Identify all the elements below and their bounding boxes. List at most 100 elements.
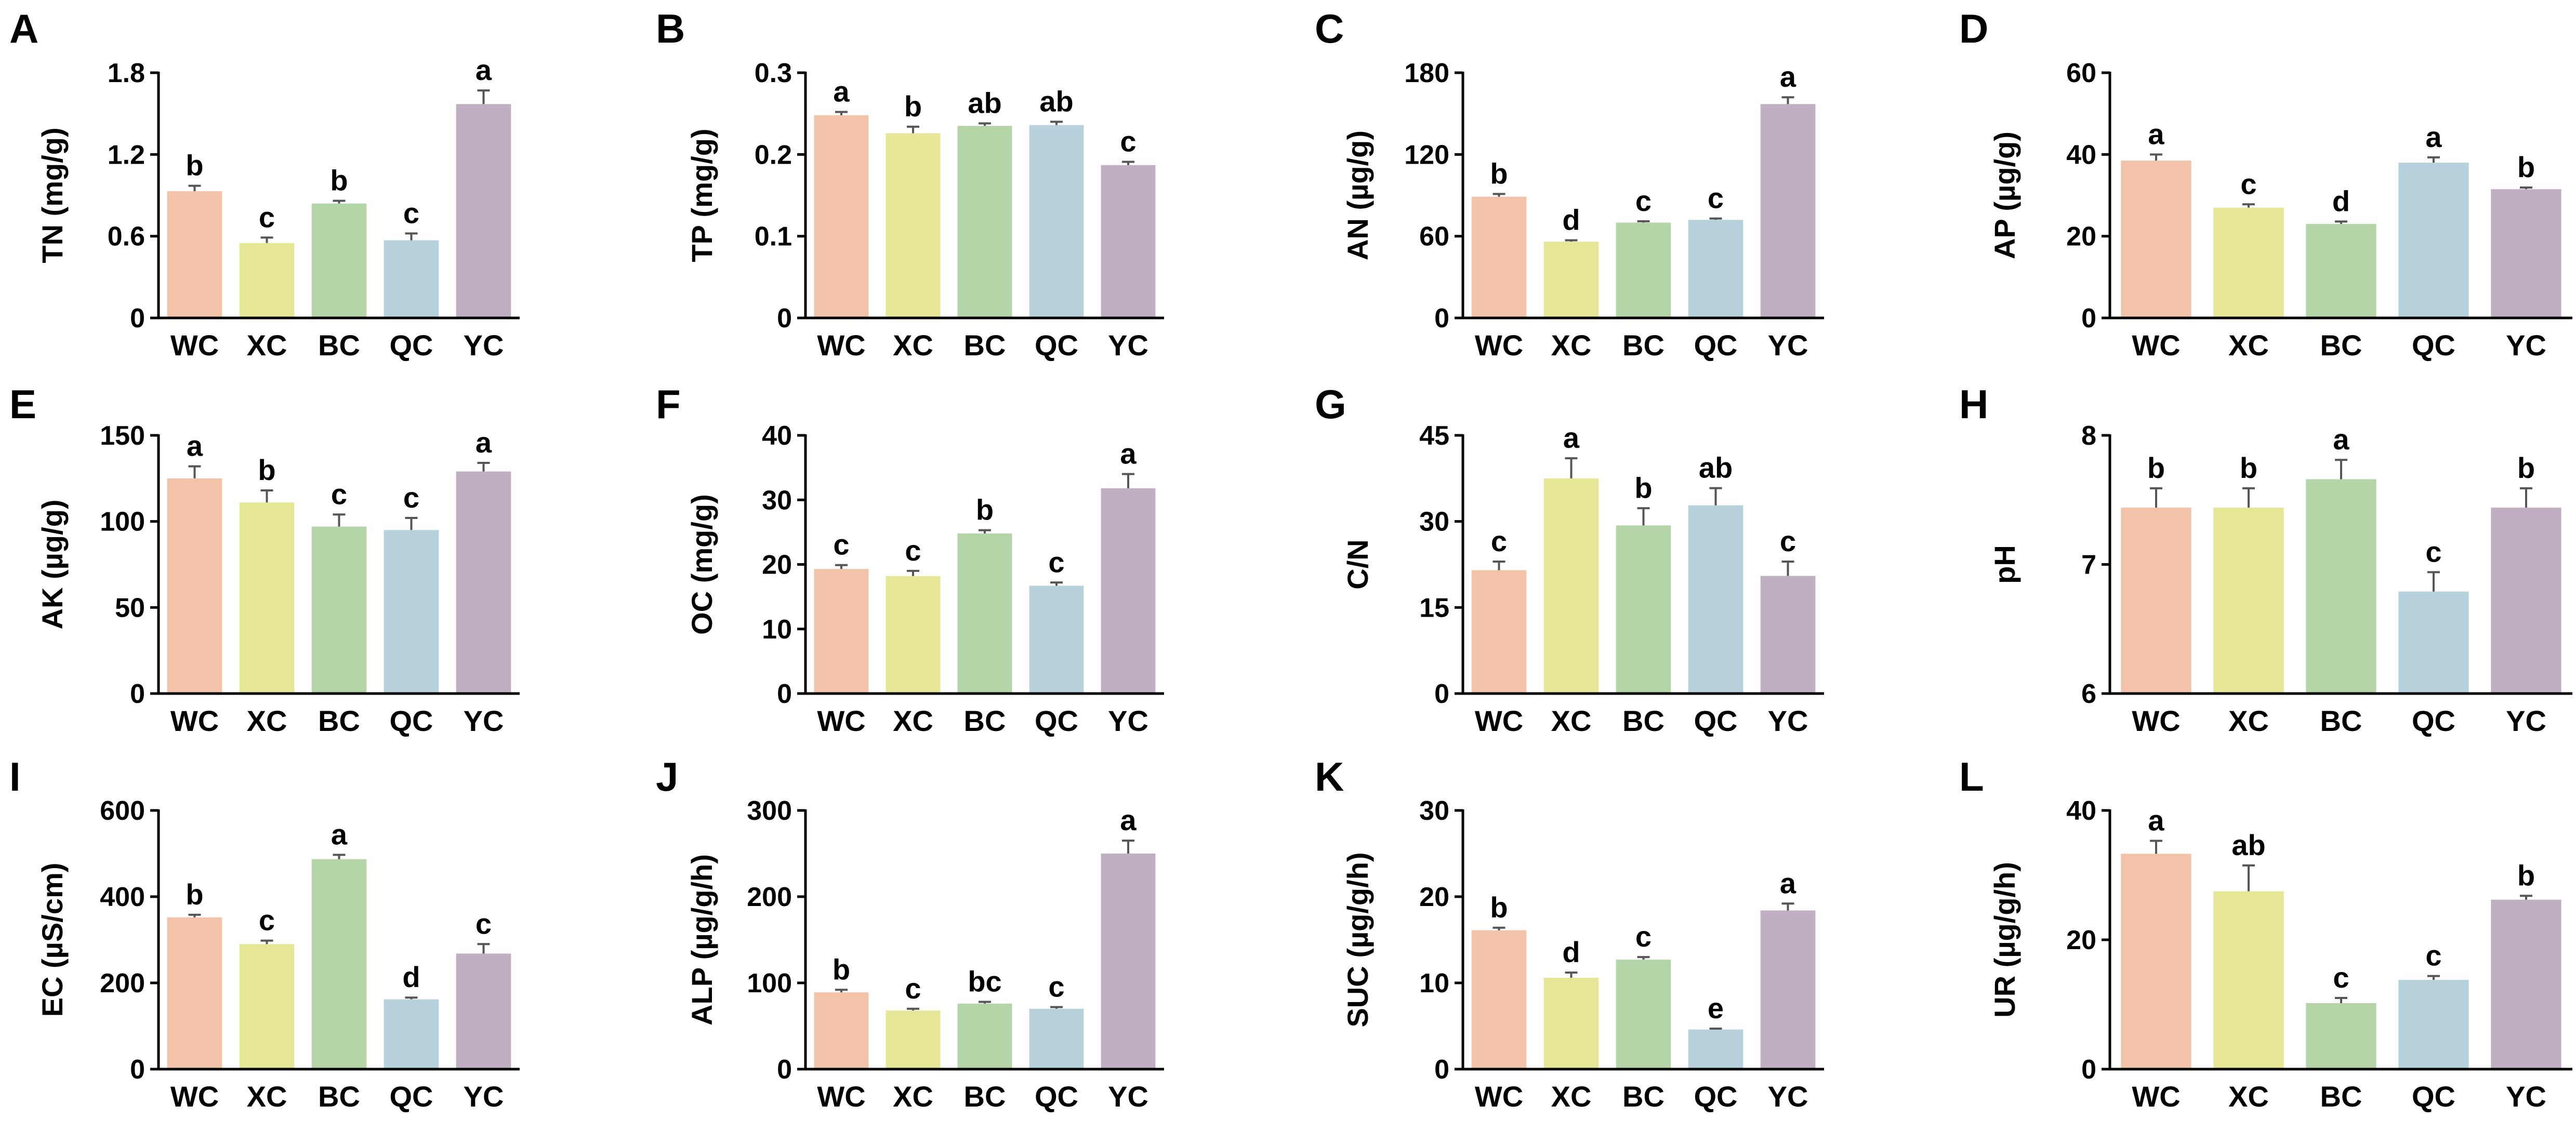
y-tick-label: 0 xyxy=(130,303,145,334)
x-tick-label: WC xyxy=(170,329,219,362)
y-tick-label: 40 xyxy=(2066,796,2096,826)
significance-letter: b xyxy=(2517,151,2535,183)
significance-letter: b xyxy=(2517,859,2535,891)
bar-XC xyxy=(2213,891,2284,1069)
bar-QC xyxy=(2398,980,2469,1069)
x-tick-label: XC xyxy=(1551,1080,1592,1113)
error-bar xyxy=(835,564,848,569)
error-bar xyxy=(1050,121,1063,125)
x-tick-label: WC xyxy=(2132,329,2180,362)
y-tick-label: 7 xyxy=(2081,550,2096,580)
error-bar xyxy=(188,913,201,917)
x-tick-label: WC xyxy=(170,704,219,737)
error-bar xyxy=(188,184,201,192)
y-tick-label: 0 xyxy=(777,1055,792,1085)
y-tick-label: 60 xyxy=(2066,58,2096,88)
significance-letter: b xyxy=(186,149,203,182)
bar-YC xyxy=(2491,508,2561,694)
error-bar xyxy=(477,89,490,104)
bar-BC xyxy=(957,533,1012,694)
significance-letter: a xyxy=(1780,60,1796,93)
x-tick-label: QC xyxy=(1035,704,1078,737)
significance-letter: c xyxy=(1708,182,1724,215)
significance-letter: c xyxy=(2333,961,2349,994)
y-axis-title: OC (mg/g) xyxy=(685,494,718,635)
significance-letter: c xyxy=(1120,125,1136,157)
panel-L: L UR (µg/g/h) 0 20 40 a WC ab XC c BC c QC b YC xyxy=(1959,754,2572,1113)
y-tick-label: 100 xyxy=(100,507,145,537)
panel-J: J ALP (µg/g/h) 0 100 200 300 b WC c XC bc BC c QC a YC xyxy=(656,754,1164,1113)
x-tick-label: XC xyxy=(1551,704,1592,737)
bar-QC xyxy=(384,240,439,318)
y-tick-label: 0 xyxy=(1434,1055,1449,1085)
error-bar xyxy=(260,489,273,503)
bar-XC xyxy=(239,502,295,694)
significance-letter: a xyxy=(1563,421,1580,454)
error-bar xyxy=(1492,193,1505,197)
significance-letter: c xyxy=(2240,167,2256,200)
x-tick-label: XC xyxy=(1551,329,1592,362)
bar-YC xyxy=(1760,104,1816,318)
panel-letter: I xyxy=(9,754,21,800)
bar-QC xyxy=(384,530,439,694)
y-axis-title: TP (mg/g) xyxy=(685,128,718,262)
bar-XC xyxy=(2213,508,2284,694)
y-tick-label: 0 xyxy=(130,679,145,709)
significance-letter: b xyxy=(1490,157,1508,190)
x-tick-label: WC xyxy=(2132,1080,2180,1113)
significance-letter: a xyxy=(1120,804,1137,836)
error-bar xyxy=(1637,956,1650,960)
error-bar xyxy=(2520,487,2532,508)
x-tick-label: YC xyxy=(1768,704,1808,737)
bar-YC xyxy=(2491,189,2561,318)
x-tick-label: BC xyxy=(318,329,360,362)
error-bar xyxy=(1050,581,1063,586)
y-tick-label: 20 xyxy=(762,550,792,580)
panel-letter: C xyxy=(1315,6,1344,51)
significance-letter: a xyxy=(331,818,348,850)
significance-letter: b xyxy=(2517,451,2535,484)
significance-letter: c xyxy=(1780,525,1796,557)
significance-letter: b xyxy=(1634,471,1652,504)
significance-letter: bc xyxy=(968,965,1001,998)
error-bar xyxy=(2427,156,2440,163)
y-tick-label: 0 xyxy=(2081,303,2096,334)
x-tick-label: XC xyxy=(893,329,933,362)
panel-letter: B xyxy=(656,6,685,51)
y-tick-label: 60 xyxy=(1419,222,1449,252)
significance-letter: c xyxy=(403,196,419,229)
bar-YC xyxy=(2491,899,2561,1069)
y-tick-label: 0.6 xyxy=(108,222,145,252)
bar-WC xyxy=(167,917,222,1069)
significance-letter: c xyxy=(1491,525,1507,557)
y-tick-label: 20 xyxy=(2066,925,2096,955)
significance-letter: c xyxy=(1048,545,1064,578)
significance-letter: b xyxy=(1490,891,1508,924)
y-tick-label: 180 xyxy=(1404,58,1449,88)
bar-XC xyxy=(239,243,295,318)
y-tick-label: 0.2 xyxy=(755,140,792,170)
error-bar xyxy=(1122,473,1134,488)
x-tick-label: YC xyxy=(464,1080,504,1113)
significance-letter: b xyxy=(258,454,275,486)
y-tick-label: 8 xyxy=(2081,421,2096,451)
y-axis-title: SUC (µg/g/h) xyxy=(1341,852,1374,1027)
x-tick-label: WC xyxy=(817,329,865,362)
bar-XC xyxy=(886,1010,941,1069)
error-bar xyxy=(1781,902,1794,911)
x-tick-label: BC xyxy=(1622,704,1665,737)
bar-YC xyxy=(1101,488,1156,694)
significance-letter: ab xyxy=(2231,829,2265,861)
x-tick-label: XC xyxy=(247,329,287,362)
error-bar xyxy=(835,111,848,115)
error-bar xyxy=(907,1007,919,1011)
error-bar xyxy=(1709,1027,1722,1030)
y-tick-label: 20 xyxy=(2066,222,2096,252)
significance-letter: c xyxy=(1048,970,1064,1003)
error-bar xyxy=(1637,507,1650,526)
significance-letter: a xyxy=(2148,804,2164,837)
y-tick-label: 40 xyxy=(2066,140,2096,170)
error-bar xyxy=(907,125,919,134)
x-tick-label: YC xyxy=(2506,329,2546,362)
panel-letter: L xyxy=(1959,754,1984,800)
